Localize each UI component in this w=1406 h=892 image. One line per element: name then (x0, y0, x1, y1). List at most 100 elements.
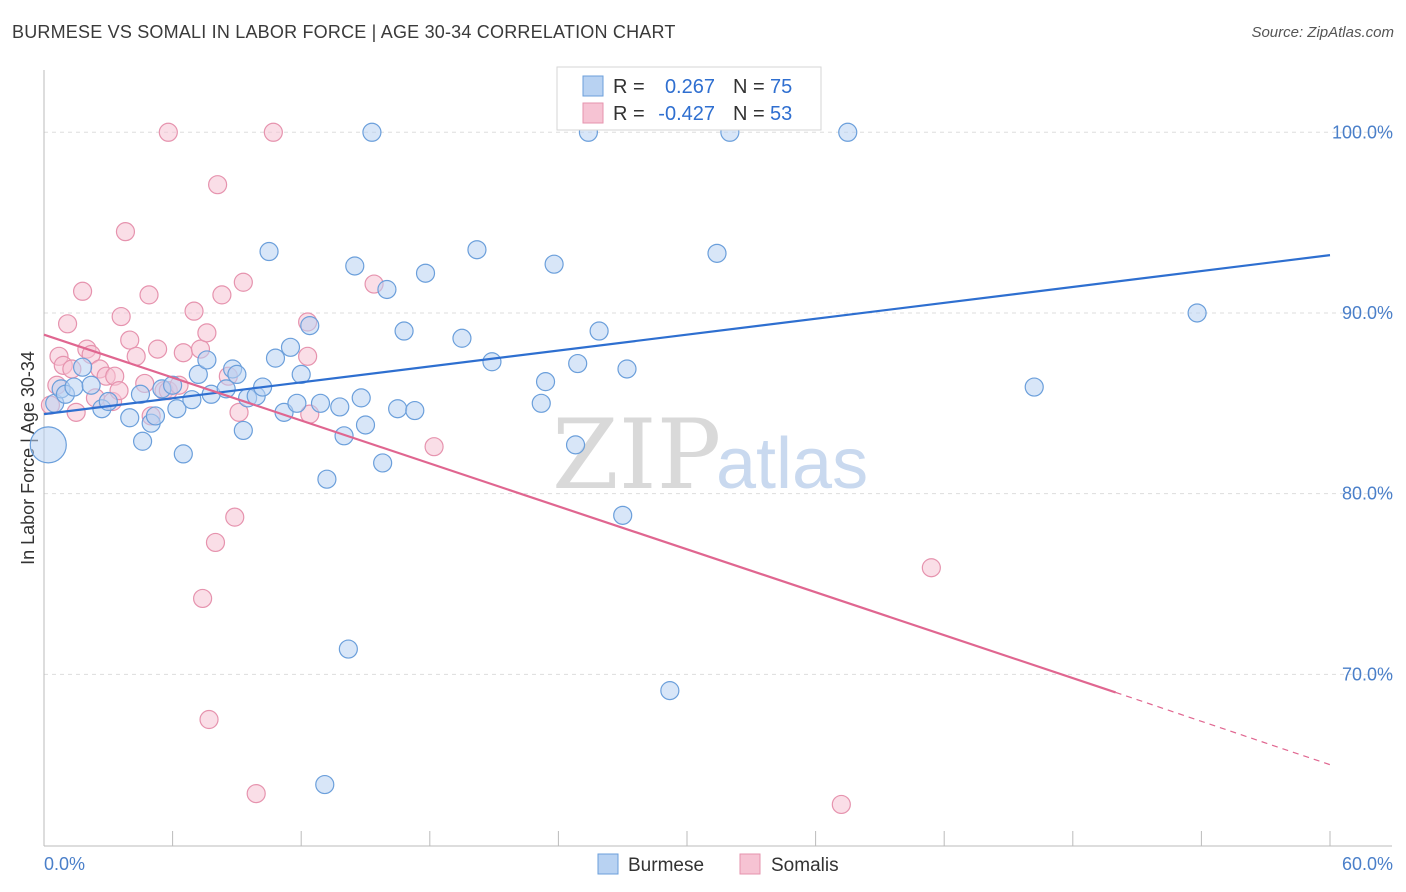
burmese-point (351, 388, 371, 408)
legend-swatch-somalis (739, 853, 761, 875)
burmese-n-value: 75 (770, 76, 792, 98)
somalis-point (197, 323, 217, 343)
legend-label-burmese: Burmese (628, 855, 704, 876)
somalis-point (921, 558, 941, 578)
somalis-r-value: -0.427 (658, 103, 715, 125)
y-tick-label: 70.0% (1342, 664, 1393, 684)
burmese-point (377, 279, 397, 300)
legend-item-somalis[interactable]: Somalis (739, 853, 839, 876)
burmese-point (64, 377, 84, 397)
burmese-point (29, 426, 67, 464)
somalis-point (147, 339, 168, 359)
burmese-point (355, 415, 376, 435)
burmese-point (660, 681, 680, 701)
legend-label-somalis: Somalis (771, 855, 839, 876)
burmese-point (120, 408, 140, 428)
burmese-point (81, 375, 101, 395)
somalis-point (193, 588, 213, 609)
chart-title: BURMESE VS SOMALI IN LABOR FORCE | AGE 3… (12, 22, 676, 42)
somalis-point (120, 330, 140, 350)
somalis-point (72, 281, 93, 301)
burmese-point (589, 321, 609, 341)
y-tick-label: 100.0% (1332, 122, 1393, 142)
somalis-point (184, 301, 204, 321)
somalis-point (298, 346, 318, 366)
burmese-point (617, 359, 637, 379)
somalis-point (208, 175, 228, 195)
somalis-point (424, 437, 444, 457)
y-tick-label: 80.0% (1342, 484, 1393, 504)
burmese-swatch (582, 75, 604, 97)
x-tick-label-max: 60.0% (1342, 854, 1393, 874)
burmese-point (280, 337, 301, 357)
x-axis-ticks (172, 831, 1331, 846)
somalis-point (229, 402, 249, 422)
chart-source: Source: ZipAtlas.com (1251, 24, 1394, 41)
burmese-point (132, 431, 153, 451)
burmese-point (259, 241, 279, 262)
burmese-point (544, 254, 564, 274)
burmese-point (145, 406, 166, 426)
burmese-point (345, 256, 365, 276)
burmese-point (1024, 377, 1044, 397)
somalis-point (263, 122, 283, 142)
somalis-point (233, 272, 253, 292)
somalis-r-label: R = (613, 103, 645, 125)
burmese-point (310, 393, 331, 413)
burmese-point (315, 774, 335, 795)
burmese-point (167, 399, 187, 419)
somalis-point (139, 285, 159, 305)
burmese-point (338, 639, 358, 659)
somalis-trend-extension (1115, 691, 1331, 766)
somalis-point (212, 285, 232, 305)
somalis-point (205, 532, 226, 553)
legend-swatch-burmese (597, 853, 619, 875)
somalis-points (40, 122, 941, 815)
burmese-point (330, 397, 350, 417)
stats-box: R = 0.267 N = 75 R = -0.427 N = 53 (556, 66, 822, 131)
burmese-point (373, 453, 393, 473)
legend: Burmese Somalis (597, 853, 839, 876)
burmese-point (265, 348, 286, 368)
somalis-point (158, 122, 178, 142)
somalis-point (831, 794, 851, 815)
somalis-point (57, 314, 78, 334)
burmese-r-label: R = (613, 76, 645, 98)
trend-lines (43, 254, 1331, 766)
burmese-point (394, 321, 414, 341)
burmese-point (227, 364, 247, 384)
somalis-n-label: N = (733, 103, 765, 125)
watermark: ZIP atlas (552, 399, 868, 511)
burmese-point (415, 263, 436, 283)
burmese-point (300, 316, 320, 336)
burmese-point (163, 375, 183, 395)
watermark-atlas: atlas (716, 424, 868, 504)
somalis-point (225, 507, 245, 527)
somalis-point (66, 402, 86, 422)
burmese-point (233, 420, 253, 441)
somalis-n-value: 53 (770, 103, 792, 125)
burmese-point (568, 353, 588, 374)
y-tick-label: 90.0% (1342, 303, 1393, 323)
burmese-point (362, 122, 382, 142)
burmese-n-label: N = (733, 76, 765, 98)
burmese-point (287, 393, 307, 413)
burmese-point (182, 390, 202, 410)
y-axis-label: In Labor Force | Age 30-34 (18, 351, 38, 565)
burmese-point (452, 328, 472, 348)
burmese-r-value: 0.267 (665, 76, 715, 98)
burmese-point (197, 350, 217, 370)
burmese-point (838, 122, 858, 142)
legend-item-burmese[interactable]: Burmese (597, 853, 704, 876)
burmese-point (467, 240, 487, 260)
burmese-point (565, 435, 586, 455)
burmese-point (388, 399, 408, 419)
burmese-point (1187, 303, 1207, 323)
burmese-point (317, 469, 337, 489)
somalis-point (173, 343, 193, 363)
x-tick-label-min: 0.0% (44, 854, 85, 874)
watermark-zip: ZIP (552, 399, 721, 511)
burmese-point (613, 505, 633, 525)
somalis-point (246, 783, 266, 804)
